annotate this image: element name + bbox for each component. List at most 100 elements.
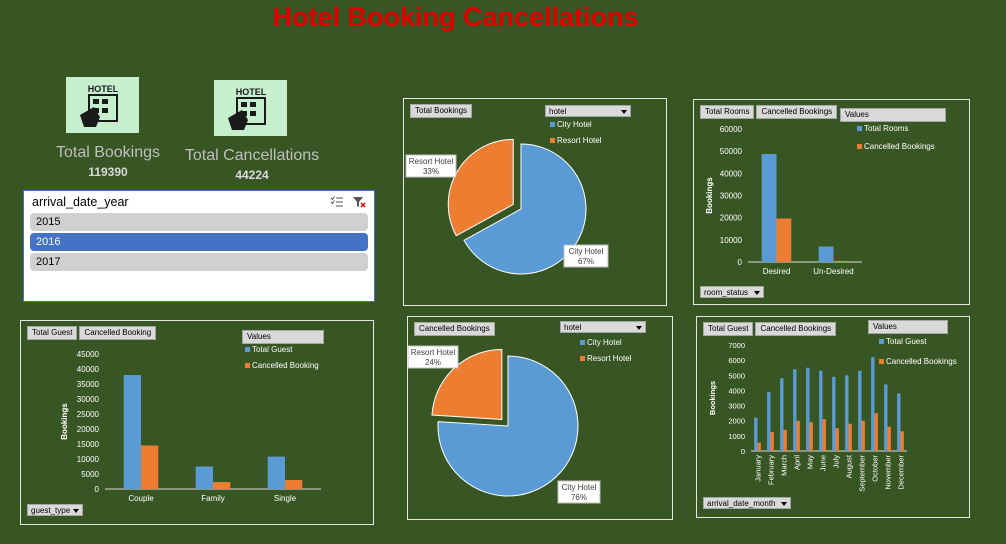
total-cancellations-label: Total Cancellations: [184, 147, 320, 164]
bar-0[interactable]: [767, 391, 771, 451]
bar-1[interactable]: [285, 480, 303, 489]
bar-0[interactable]: [884, 384, 888, 451]
bar-0[interactable]: [780, 378, 784, 451]
bar-0[interactable]: [897, 393, 901, 451]
bar-0[interactable]: [832, 376, 836, 451]
bar-months-panel: Total Guest Cancelled Bookings 0 1000 2000 30…: [696, 316, 970, 518]
legend-swatch: [879, 339, 884, 344]
y-tick-label: 0: [738, 258, 743, 267]
pie-slice-city-hotel[interactable]: [437, 355, 579, 497]
bar-rooms-panel: Total Rooms Cancelled Bookings 0 10000 20000…: [693, 99, 970, 305]
bar-0[interactable]: [845, 375, 849, 451]
field-button-1[interactable]: Cancelled Bookings: [756, 105, 838, 119]
chevron-down-icon: [754, 291, 760, 295]
field-button-0[interactable]: Total Guest: [703, 322, 754, 336]
y-tick-label: 45000: [77, 350, 100, 359]
bar-1[interactable]: [213, 482, 231, 489]
y-tick-label: 2000: [728, 417, 745, 426]
bar-0[interactable]: [761, 154, 777, 262]
bar-1[interactable]: [796, 420, 800, 451]
x-tick-label: Family: [201, 494, 225, 503]
bar-0[interactable]: [754, 417, 758, 451]
y-tick-label: 5000: [728, 371, 745, 380]
legend-1: Cancelled Booking: [252, 361, 319, 370]
hotel-filter-dropdown[interactable]: hotel: [560, 321, 646, 333]
bar-1[interactable]: [783, 429, 787, 451]
bar-1[interactable]: [141, 445, 159, 490]
bar-0[interactable]: [818, 246, 834, 262]
bar-1[interactable]: [822, 419, 826, 451]
bar-1[interactable]: [833, 260, 849, 262]
y-tick-label: 40000: [720, 169, 743, 178]
bar-0[interactable]: [195, 466, 213, 490]
bar-0[interactable]: [858, 370, 862, 451]
slicer-item-2015[interactable]: 2015: [30, 213, 368, 231]
field-button-1[interactable]: Cancelled Bookings: [755, 322, 837, 336]
bar-0[interactable]: [267, 456, 285, 489]
bar-0[interactable]: [871, 357, 875, 451]
y-tick-label: 20000: [77, 425, 100, 434]
hotel-icon: HOTEL: [66, 77, 139, 133]
bar-1[interactable]: [770, 432, 774, 451]
values-button: Values: [868, 320, 948, 334]
axis-field-dropdown[interactable]: room_status: [700, 286, 764, 298]
bar-1[interactable]: [874, 413, 878, 451]
hotel-icon-text: HOTEL: [88, 84, 119, 94]
bar-1[interactable]: [809, 422, 813, 451]
bar-0[interactable]: [793, 369, 797, 451]
bar-0[interactable]: [819, 370, 823, 451]
hotel-filter-dropdown[interactable]: hotel: [545, 105, 631, 117]
x-tick-label: Couple: [128, 494, 154, 503]
pie-slice-city-hotel[interactable]: [463, 143, 587, 275]
field-button-0[interactable]: Total Guest: [27, 326, 78, 340]
y-tick-label: 10000: [720, 236, 743, 245]
y-tick-label: 10000: [77, 455, 100, 464]
legend-swatch: [580, 340, 585, 345]
legend-1: Cancelled Bookings: [864, 142, 935, 151]
x-tick-label: January: [754, 455, 763, 482]
page-title: Hotel Booking Cancellations: [272, 2, 639, 32]
total-cancellations-value: 44224: [235, 168, 269, 182]
legend-resort-hotel: Resort Hotel: [557, 136, 602, 145]
y-tick-label: 30000: [720, 192, 743, 201]
legend-0: Total Guest: [886, 337, 927, 346]
bar-1[interactable]: [835, 428, 839, 451]
year-slicer: arrival_date_year 2015 2016 2017: [23, 190, 375, 302]
bar-1[interactable]: [848, 423, 852, 451]
legend-swatch: [550, 122, 555, 127]
data-label-name: Resort Hotel: [411, 348, 456, 357]
bar-1[interactable]: [776, 218, 792, 262]
field-button[interactable]: Total Bookings: [410, 104, 473, 118]
y-axis-label: Bookings: [708, 381, 717, 415]
multi-select-icon[interactable]: [330, 195, 344, 213]
slicer-item-2016[interactable]: 2016: [30, 233, 368, 251]
pie-total-bookings-panel: City Hotel Resort Hotel City Hotel 67% Resor…: [403, 98, 667, 306]
bar-1[interactable]: [887, 426, 891, 451]
field-button[interactable]: Cancelled Bookings: [414, 322, 495, 336]
y-tick-label: 0: [741, 447, 745, 456]
x-tick-label: Desired: [763, 267, 791, 276]
x-tick-label: July: [832, 455, 841, 469]
bar-1[interactable]: [757, 442, 761, 451]
axis-field-dropdown[interactable]: arrival_date_month: [703, 497, 791, 509]
bar-1[interactable]: [861, 420, 865, 451]
legend-city-hotel: City Hotel: [557, 120, 592, 129]
x-tick-label: May: [806, 455, 815, 469]
slicer-item-2017[interactable]: 2017: [30, 253, 368, 271]
x-tick-label: February: [767, 455, 776, 485]
bar-0[interactable]: [806, 367, 810, 451]
pie-slice-resort-hotel[interactable]: [447, 138, 514, 237]
legend-swatch: [245, 347, 250, 352]
clear-filter-icon[interactable]: [352, 195, 366, 213]
data-label-name: City Hotel: [569, 247, 604, 256]
y-tick-label: 7000: [728, 341, 745, 350]
x-tick-label: Single: [274, 494, 297, 503]
bar-0[interactable]: [123, 375, 141, 489]
bar-1[interactable]: [900, 431, 904, 451]
y-tick-label: 1000: [728, 432, 745, 441]
x-tick-label: April: [793, 455, 802, 470]
y-tick-label: 25000: [77, 410, 100, 419]
axis-field-dropdown[interactable]: guest_type: [27, 504, 83, 516]
field-button-1[interactable]: Cancelled Booking: [79, 326, 157, 340]
field-button-0[interactable]: Total Rooms: [700, 105, 755, 119]
